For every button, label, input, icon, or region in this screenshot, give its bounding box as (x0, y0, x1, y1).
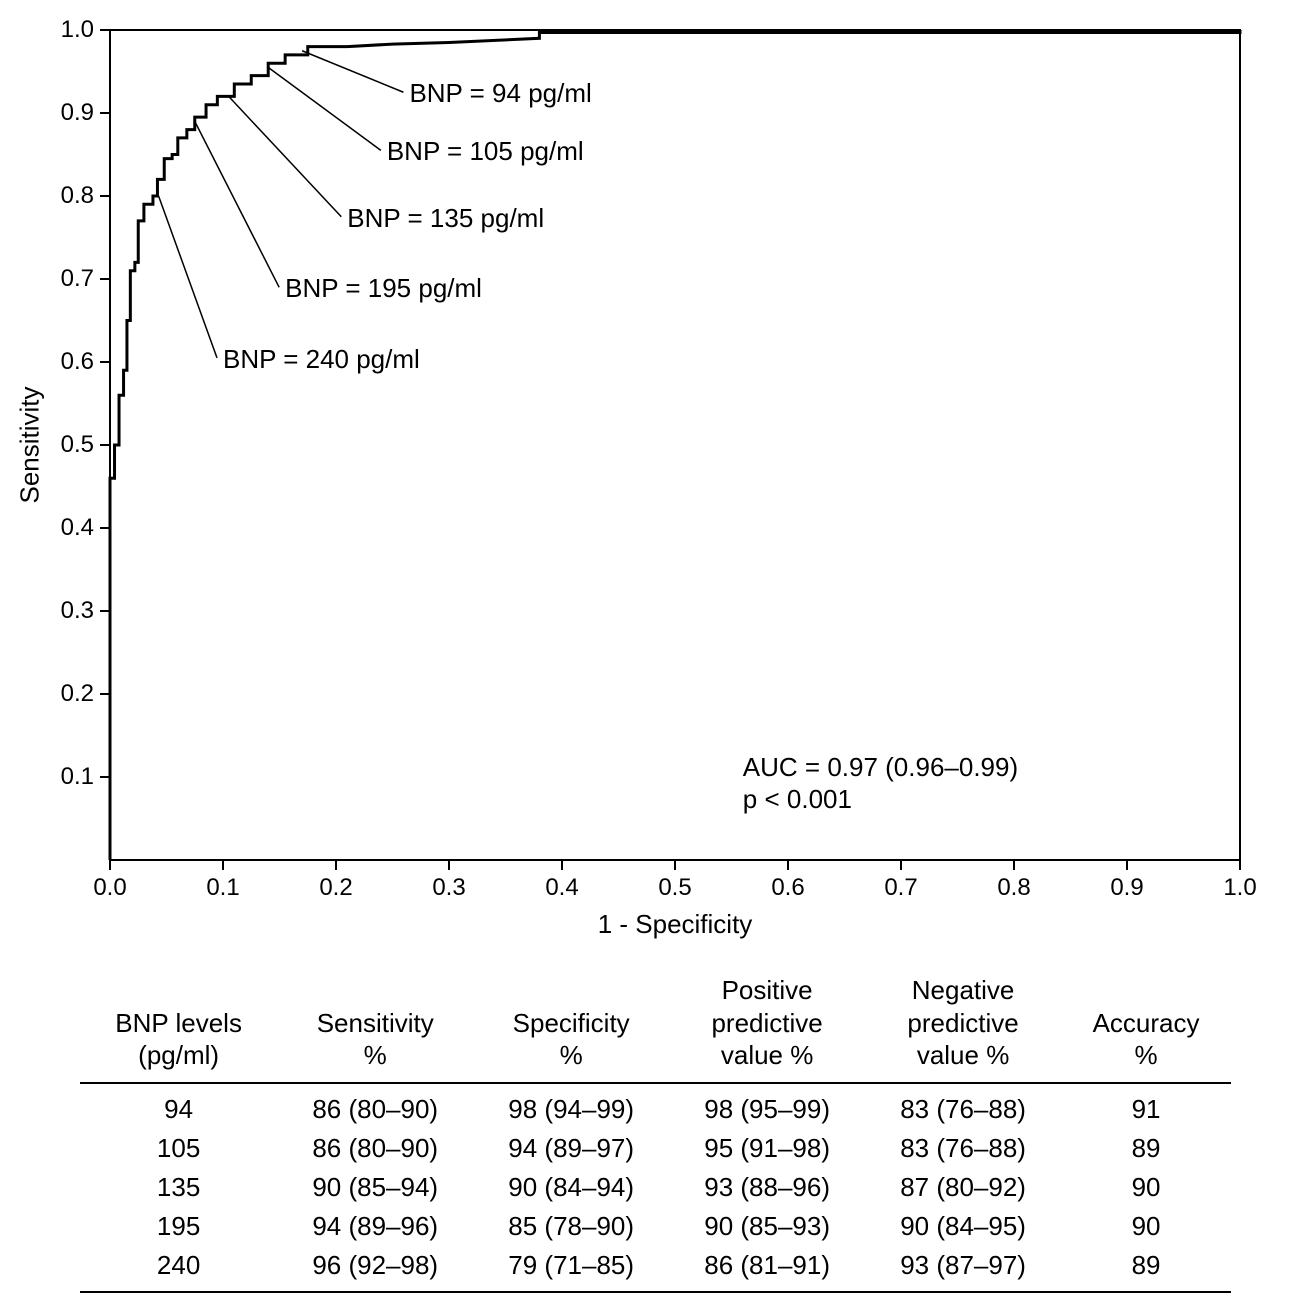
table-cell: 90 (85–93) (669, 1207, 865, 1246)
x-tick-label: 0.3 (432, 874, 465, 902)
y-tick-label: 0.4 (61, 514, 94, 542)
table-header-cell: Specificity% (473, 970, 669, 1083)
y-tick-label: 0.2 (61, 680, 94, 708)
x-tick-label: 0.7 (884, 874, 917, 902)
table-cell: 240 (80, 1246, 277, 1292)
x-tick-label: 0.1 (206, 874, 239, 902)
x-tick-label: 1.0 (1223, 874, 1256, 902)
table-cell: 87 (80–92) (865, 1168, 1061, 1207)
table-cell: 86 (80–90) (277, 1083, 473, 1129)
table-cell: 85 (78–90) (473, 1207, 669, 1246)
table-header-cell: Positivepredictivevalue % (669, 970, 865, 1083)
table-cell: 90 (1061, 1207, 1231, 1246)
table-cell: 83 (76–88) (865, 1083, 1061, 1129)
x-tick-label: 0.4 (545, 874, 578, 902)
roc-annotation: BNP = 135 pg/ml (347, 203, 544, 234)
table-header-cell: Sensitivity% (277, 970, 473, 1083)
summary-table: BNP levels(pg/ml)Sensitivity%Specificity… (80, 970, 1231, 1293)
table-cell: 105 (80, 1129, 277, 1168)
table-cell: 91 (1061, 1083, 1231, 1129)
y-tick-label: 0.7 (61, 265, 94, 293)
roc-chart: Sensitivity 1 - Specificity 0.00.10.20.3… (20, 20, 1271, 940)
x-tick-label: 0.8 (997, 874, 1030, 902)
table-cell: 93 (87–97) (865, 1246, 1061, 1292)
table-header-row: BNP levels(pg/ml)Sensitivity%Specificity… (80, 970, 1231, 1083)
table-cell: 90 (1061, 1168, 1231, 1207)
table-cell: 94 (80, 1083, 277, 1129)
x-tick-label: 0.6 (771, 874, 804, 902)
y-axis-label: Sensitivity (15, 386, 46, 503)
table-cell: 195 (80, 1207, 277, 1246)
roc-annotation: BNP = 94 pg/ml (409, 78, 591, 109)
table-cell: 83 (76–88) (865, 1129, 1061, 1168)
table-row: 24096 (92–98)79 (71–85)86 (81–91)93 (87–… (80, 1246, 1231, 1292)
table-cell: 94 (89–96) (277, 1207, 473, 1246)
x-tick-label: 0.2 (319, 874, 352, 902)
table-cell: 135 (80, 1168, 277, 1207)
x-axis-label: 1 - Specificity (598, 909, 753, 940)
table-cell: 89 (1061, 1129, 1231, 1168)
summary-table-wrap: BNP levels(pg/ml)Sensitivity%Specificity… (20, 970, 1271, 1293)
table-body: 9486 (80–90)98 (94–99)98 (95–99)83 (76–8… (80, 1083, 1231, 1292)
y-tick-label: 1.0 (61, 16, 94, 44)
x-tick-label: 0.5 (658, 874, 691, 902)
table-cell: 89 (1061, 1246, 1231, 1292)
roc-annotation: BNP = 105 pg/ml (387, 136, 584, 167)
table-cell: 90 (84–95) (865, 1207, 1061, 1246)
table-cell: 98 (94–99) (473, 1083, 669, 1129)
roc-svg (20, 20, 1271, 940)
table-cell: 90 (85–94) (277, 1168, 473, 1207)
y-tick-label: 0.3 (61, 597, 94, 625)
auc-line2: p < 0.001 (743, 783, 1018, 816)
y-tick-label: 0.8 (61, 182, 94, 210)
table-row: 10586 (80–90)94 (89–97)95 (91–98)83 (76–… (80, 1129, 1231, 1168)
table-cell: 95 (91–98) (669, 1129, 865, 1168)
y-tick-label: 0.1 (61, 763, 94, 791)
table-header-cell: Accuracy% (1061, 970, 1231, 1083)
table-row: 19594 (89–96)85 (78–90)90 (85–93)90 (84–… (80, 1207, 1231, 1246)
figure-container: Sensitivity 1 - Specificity 0.00.10.20.3… (20, 20, 1271, 1293)
roc-annotation: BNP = 195 pg/ml (285, 273, 482, 304)
table-cell: 90 (84–94) (473, 1168, 669, 1207)
table-row: 9486 (80–90)98 (94–99)98 (95–99)83 (76–8… (80, 1083, 1231, 1129)
y-tick-label: 0.6 (61, 348, 94, 376)
table-cell: 98 (95–99) (669, 1083, 865, 1129)
y-tick-label: 0.9 (61, 99, 94, 127)
x-tick-label: 0.0 (93, 874, 126, 902)
auc-text: AUC = 0.97 (0.96–0.99) p < 0.001 (743, 751, 1018, 816)
table-row: 13590 (85–94)90 (84–94)93 (88–96)87 (80–… (80, 1168, 1231, 1207)
x-tick-label: 0.9 (1110, 874, 1143, 902)
table-cell: 94 (89–97) (473, 1129, 669, 1168)
table-cell: 93 (88–96) (669, 1168, 865, 1207)
table-cell: 79 (71–85) (473, 1246, 669, 1292)
y-tick-label: 0.5 (61, 431, 94, 459)
table-header-cell: BNP levels(pg/ml) (80, 970, 277, 1083)
table-cell: 86 (80–90) (277, 1129, 473, 1168)
table-cell: 96 (92–98) (277, 1246, 473, 1292)
roc-annotation: BNP = 240 pg/ml (223, 344, 420, 375)
auc-line1: AUC = 0.97 (0.96–0.99) (743, 751, 1018, 784)
table-cell: 86 (81–91) (669, 1246, 865, 1292)
table-header-cell: Negativepredictivevalue % (865, 970, 1061, 1083)
